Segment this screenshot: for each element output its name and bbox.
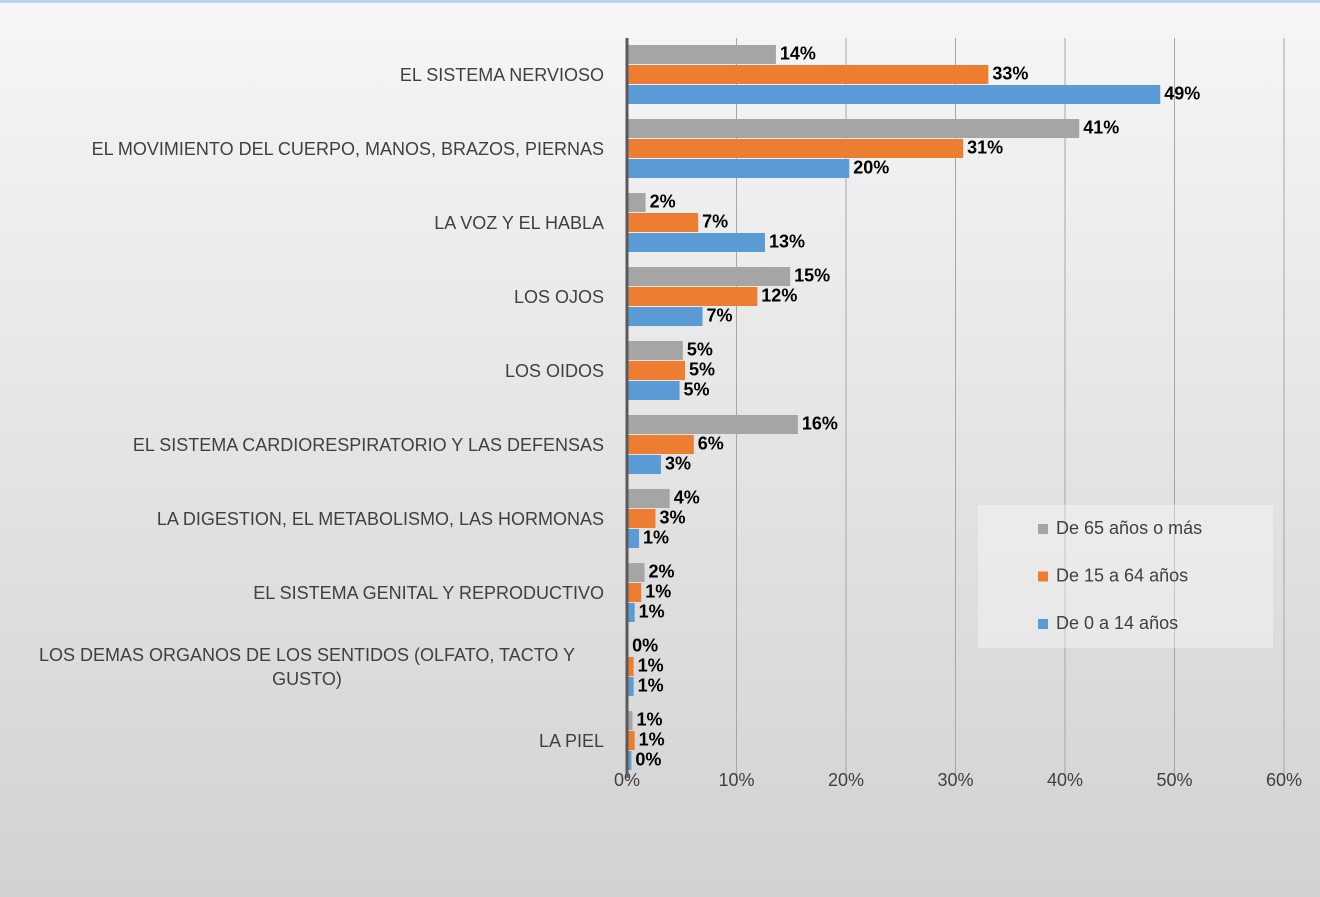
bar — [627, 307, 703, 326]
category-text: LOS DEMAS ORGANOS DE LOS SENTIDOS (OLFAT… — [38, 645, 576, 689]
legend-swatch — [1038, 524, 1048, 534]
category-label: LA DIGESTION, EL METABOLISMO, LAS HORMON… — [10, 507, 604, 531]
bar — [627, 45, 776, 64]
bar — [627, 509, 656, 528]
data-label: 3% — [659, 507, 685, 527]
bar — [627, 455, 661, 474]
category-label: EL MOVIMIENTO DEL CUERPO, MANOS, BRAZOS,… — [10, 137, 604, 161]
bar — [627, 489, 670, 508]
bar — [627, 267, 791, 286]
data-label: 49% — [1164, 83, 1200, 103]
x-tick-label: 60% — [1266, 770, 1302, 790]
bar — [627, 193, 646, 212]
category-label: EL SISTEMA CARDIORESPIRATORIO Y LAS DEFE… — [10, 433, 604, 457]
data-label: 1% — [645, 581, 671, 601]
data-label: 33% — [992, 63, 1028, 83]
data-label: 15% — [794, 265, 830, 285]
legend-swatch — [1038, 571, 1048, 582]
bar — [627, 381, 680, 400]
category-text: LA VOZ Y EL HABLA — [434, 213, 604, 233]
legend-label: De 0 a 14 años — [1056, 613, 1178, 633]
bar — [627, 677, 634, 696]
legend-label: De 15 a 64 años — [1056, 565, 1188, 585]
x-tick-label: 30% — [937, 770, 973, 790]
data-label: 1% — [639, 601, 665, 621]
data-label: 0% — [635, 749, 661, 769]
category-label: LOS OIDOS — [10, 359, 604, 383]
bar — [627, 529, 640, 548]
data-label: 0% — [632, 635, 658, 655]
bar — [627, 657, 634, 676]
bar — [627, 435, 694, 454]
bar — [627, 751, 632, 770]
data-label: 7% — [702, 211, 728, 231]
data-label: 41% — [1083, 117, 1119, 137]
legend-box — [978, 505, 1273, 648]
data-label: 2% — [649, 561, 675, 581]
bar — [627, 119, 1080, 138]
data-label: 6% — [698, 433, 724, 453]
bar — [627, 139, 964, 158]
data-label: 1% — [638, 675, 664, 695]
category-text: EL SISTEMA CARDIORESPIRATORIO Y LAS DEFE… — [132, 435, 604, 455]
data-label: 5% — [684, 379, 710, 399]
category-text: EL SISTEMA NERVIOSO — [399, 65, 604, 85]
bar — [627, 341, 683, 360]
data-label: 14% — [780, 43, 816, 63]
category-label: EL SISTEMA NERVIOSO — [10, 63, 604, 87]
x-tick-label: 50% — [1156, 770, 1192, 790]
data-label: 12% — [761, 285, 797, 305]
category-label: LOS OJOS — [10, 285, 604, 309]
plot: 0% 10% 20% 30% 40% 50% 60% 14% 33% 49% 41% 31% 20% 2%… — [614, 38, 1302, 790]
bar — [627, 711, 633, 730]
bar — [627, 287, 758, 306]
x-tick-label: 20% — [828, 770, 864, 790]
category-label: LA VOZ Y EL HABLA — [10, 211, 604, 235]
x-tick-label: 0% — [614, 770, 640, 790]
category-text: EL SISTEMA GENITAL Y REPRODUCTIVO — [253, 583, 604, 603]
data-label: 1% — [639, 729, 665, 749]
bar — [627, 159, 850, 178]
category-label: EL SISTEMA GENITAL Y REPRODUCTIVO — [10, 581, 604, 605]
category-text: LA DIGESTION, EL METABOLISMO, LAS HORMON… — [156, 509, 604, 529]
bar — [627, 731, 635, 750]
data-label: 1% — [636, 709, 662, 729]
legend-swatch — [1038, 619, 1048, 629]
data-label: 5% — [687, 339, 713, 359]
data-label: 3% — [665, 453, 691, 473]
data-label: 1% — [643, 527, 669, 547]
data-label: 31% — [967, 137, 1003, 157]
bar — [627, 563, 645, 582]
category-text: LOS OIDOS — [504, 361, 604, 381]
x-tick-label: 40% — [1047, 770, 1083, 790]
data-label: 4% — [674, 487, 700, 507]
bar — [627, 415, 798, 434]
bar — [627, 583, 642, 602]
category-label: LOS DEMAS ORGANOS DE LOS SENTIDOS (OLFAT… — [10, 643, 604, 691]
category-label: LA PIEL — [10, 729, 604, 753]
data-label: 2% — [650, 191, 676, 211]
data-label: 1% — [638, 655, 664, 675]
legend-label: De 65 años o más — [1056, 518, 1202, 538]
bar — [627, 361, 686, 380]
bar — [627, 233, 765, 252]
bar — [627, 85, 1161, 104]
data-label: 20% — [853, 157, 889, 177]
category-text: LA PIEL — [538, 731, 604, 751]
data-label: 5% — [689, 359, 715, 379]
x-tick-label: 10% — [718, 770, 754, 790]
bar — [627, 65, 989, 84]
data-label: 16% — [802, 413, 838, 433]
bar — [627, 603, 635, 622]
data-label: 13% — [769, 231, 805, 251]
data-label: 7% — [707, 305, 733, 325]
category-text: LOS OJOS — [513, 287, 604, 307]
bar — [627, 213, 699, 232]
category-text: EL MOVIMIENTO DEL CUERPO, MANOS, BRAZOS,… — [91, 139, 604, 159]
